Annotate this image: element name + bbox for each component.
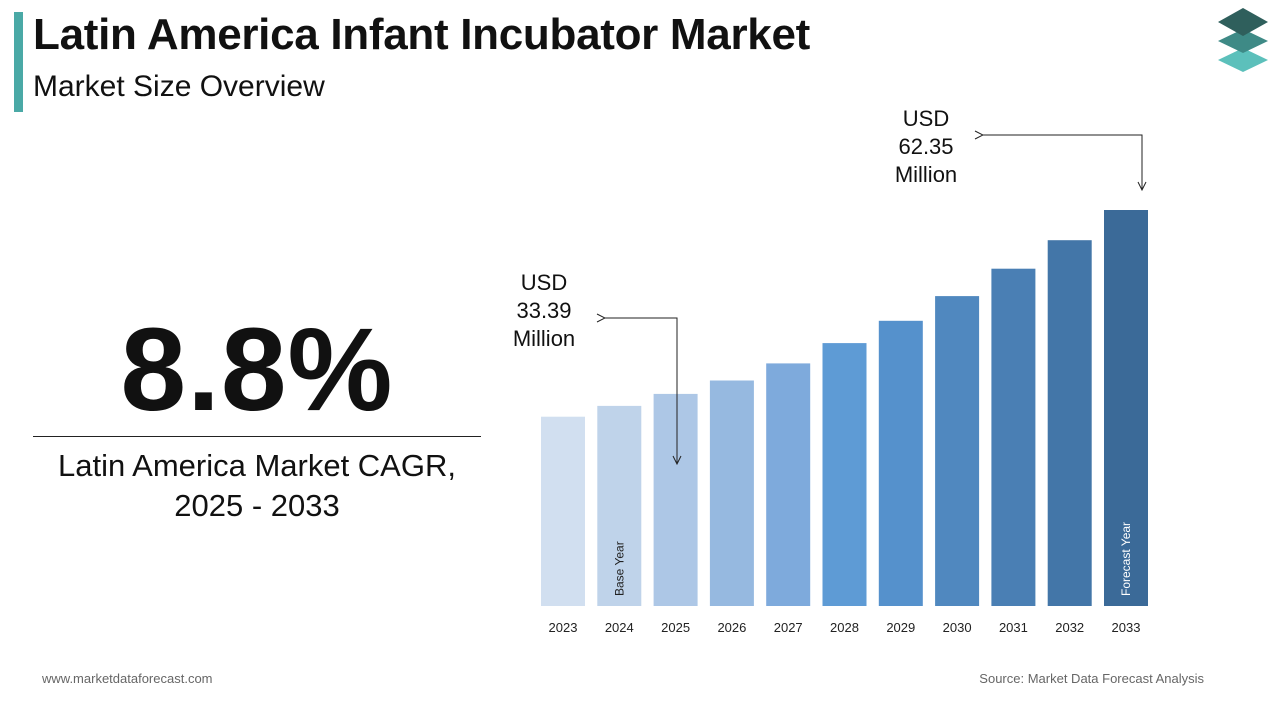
x-tick-2023: 2023 xyxy=(549,620,578,635)
bar-2023 xyxy=(541,416,585,606)
x-tick-2029: 2029 xyxy=(886,620,915,635)
cagr-label-line2: 2025 - 2033 xyxy=(174,488,340,523)
cagr-value: 8.8% xyxy=(120,304,394,436)
bar-label-2024: Base Year xyxy=(612,541,626,596)
annotation-arrows xyxy=(605,135,1142,464)
footer-website: www.marketdataforecast.com xyxy=(42,671,213,686)
logo-layer-bottom xyxy=(1218,48,1268,72)
annotation-2025-line3: Million xyxy=(512,326,576,351)
bar-2025 xyxy=(653,393,698,606)
annotation-2025-line1: USD xyxy=(520,270,568,295)
title-accent-bar xyxy=(14,12,23,112)
x-tick-labels: 2023 2024 2025 2026 2027 2028 2029 2030 2031 2032… xyxy=(549,620,1141,635)
page-subtitle: Market Size Overview xyxy=(33,70,325,103)
x-tick-2028: 2028 xyxy=(830,620,859,635)
cagr-label-line1: Latin America Market CAGR, xyxy=(58,448,456,483)
bar-2027 xyxy=(766,363,811,606)
stacked-layers-icon xyxy=(1218,8,1268,72)
bar-2028 xyxy=(822,343,867,606)
annotation-arrow-2025 xyxy=(605,318,677,464)
annotation-2025-value: 33.39 xyxy=(516,298,572,323)
x-tick-2025: 2025 xyxy=(661,620,690,635)
bar-2030 xyxy=(935,296,980,606)
x-tick-2026: 2026 xyxy=(717,620,746,635)
page-title: Latin America Infant Incubator Market xyxy=(33,10,810,59)
x-tick-2024: 2024 xyxy=(605,620,634,635)
bar-2026 xyxy=(709,380,754,606)
bar-inline-labels: Base Year Forecast Year xyxy=(612,522,1133,596)
bar-2029 xyxy=(878,320,923,606)
x-tick-2030: 2030 xyxy=(943,620,972,635)
cagr-label: Latin America Market CAGR, 2025 - 2033 xyxy=(33,446,481,526)
x-tick-2031: 2031 xyxy=(999,620,1028,635)
x-tick-2033: 2033 xyxy=(1112,620,1141,635)
bar-label-2033: Forecast Year xyxy=(1119,522,1133,596)
footer-source: Source: Market Data Forecast Analysis xyxy=(979,671,1204,686)
annotation-2025: USD 33.39 Million xyxy=(494,269,594,353)
logo-layer-top xyxy=(1218,8,1268,36)
x-tick-2027: 2027 xyxy=(774,620,803,635)
annotation-2033-line3: Million xyxy=(894,162,958,187)
bar-2033 xyxy=(1104,210,1148,606)
cagr-divider xyxy=(33,436,481,437)
bar-2031 xyxy=(991,268,1036,606)
annotation-arrow-2033 xyxy=(983,135,1142,190)
bars-group xyxy=(541,210,1148,606)
annotation-2033-line1: USD xyxy=(902,106,950,131)
annotation-2033: USD 62.35 Million xyxy=(876,105,976,189)
x-tick-2032: 2032 xyxy=(1055,620,1084,635)
annotation-2033-value: 62.35 xyxy=(898,134,954,159)
bar-2032 xyxy=(1047,240,1092,606)
logo-layer-middle xyxy=(1218,29,1268,53)
